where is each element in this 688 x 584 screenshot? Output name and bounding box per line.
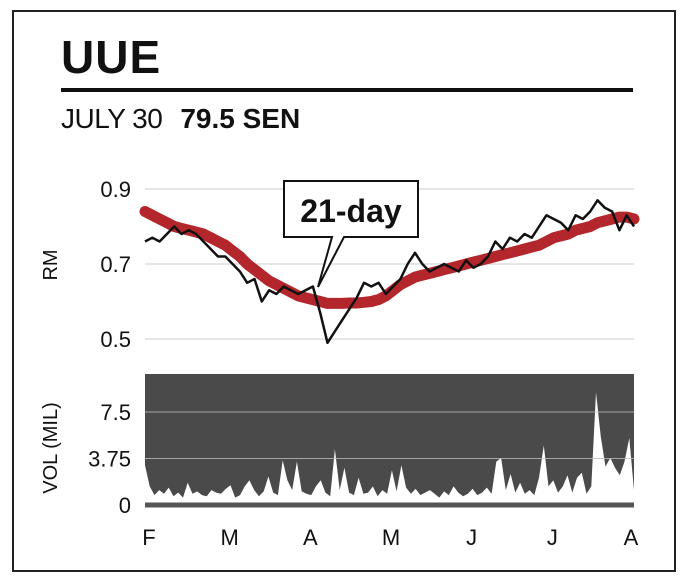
annotation-label: 21-day: [300, 193, 402, 229]
price-label: 79.5 SEN: [180, 103, 301, 134]
ticker-title: UUE: [61, 31, 162, 83]
x-tick-label: J: [547, 525, 558, 550]
x-tick-label: F: [142, 525, 155, 550]
price-y-axis-label: RM: [40, 249, 62, 280]
subtitle: JULY 30 79.5 SEN: [61, 103, 300, 135]
price-y-tick-label: 0.5: [100, 327, 131, 352]
ma-21day-line: [139, 206, 640, 309]
x-tick-label: M: [382, 525, 400, 550]
price-line: [144, 199, 636, 345]
price-y-tick-label: 0.9: [100, 177, 131, 202]
volume-area: [145, 392, 634, 506]
volume-y-axis-label: VOL (MIL): [40, 402, 62, 494]
annotation-callout: [283, 180, 419, 288]
x-tick-label: M: [221, 525, 239, 550]
price-y-tick-label: 0.7: [100, 252, 131, 277]
volume-y-tick-label: 3.75: [88, 447, 131, 472]
x-tick-label: A: [624, 525, 639, 550]
x-tick-label: A: [303, 525, 318, 550]
title-rule: [61, 88, 633, 92]
volume-y-tick-label: 0: [119, 493, 131, 518]
volume-y-tick-label: 7.5: [100, 400, 131, 425]
x-tick-label: J: [466, 525, 477, 550]
date-label: JULY 30: [61, 103, 163, 134]
